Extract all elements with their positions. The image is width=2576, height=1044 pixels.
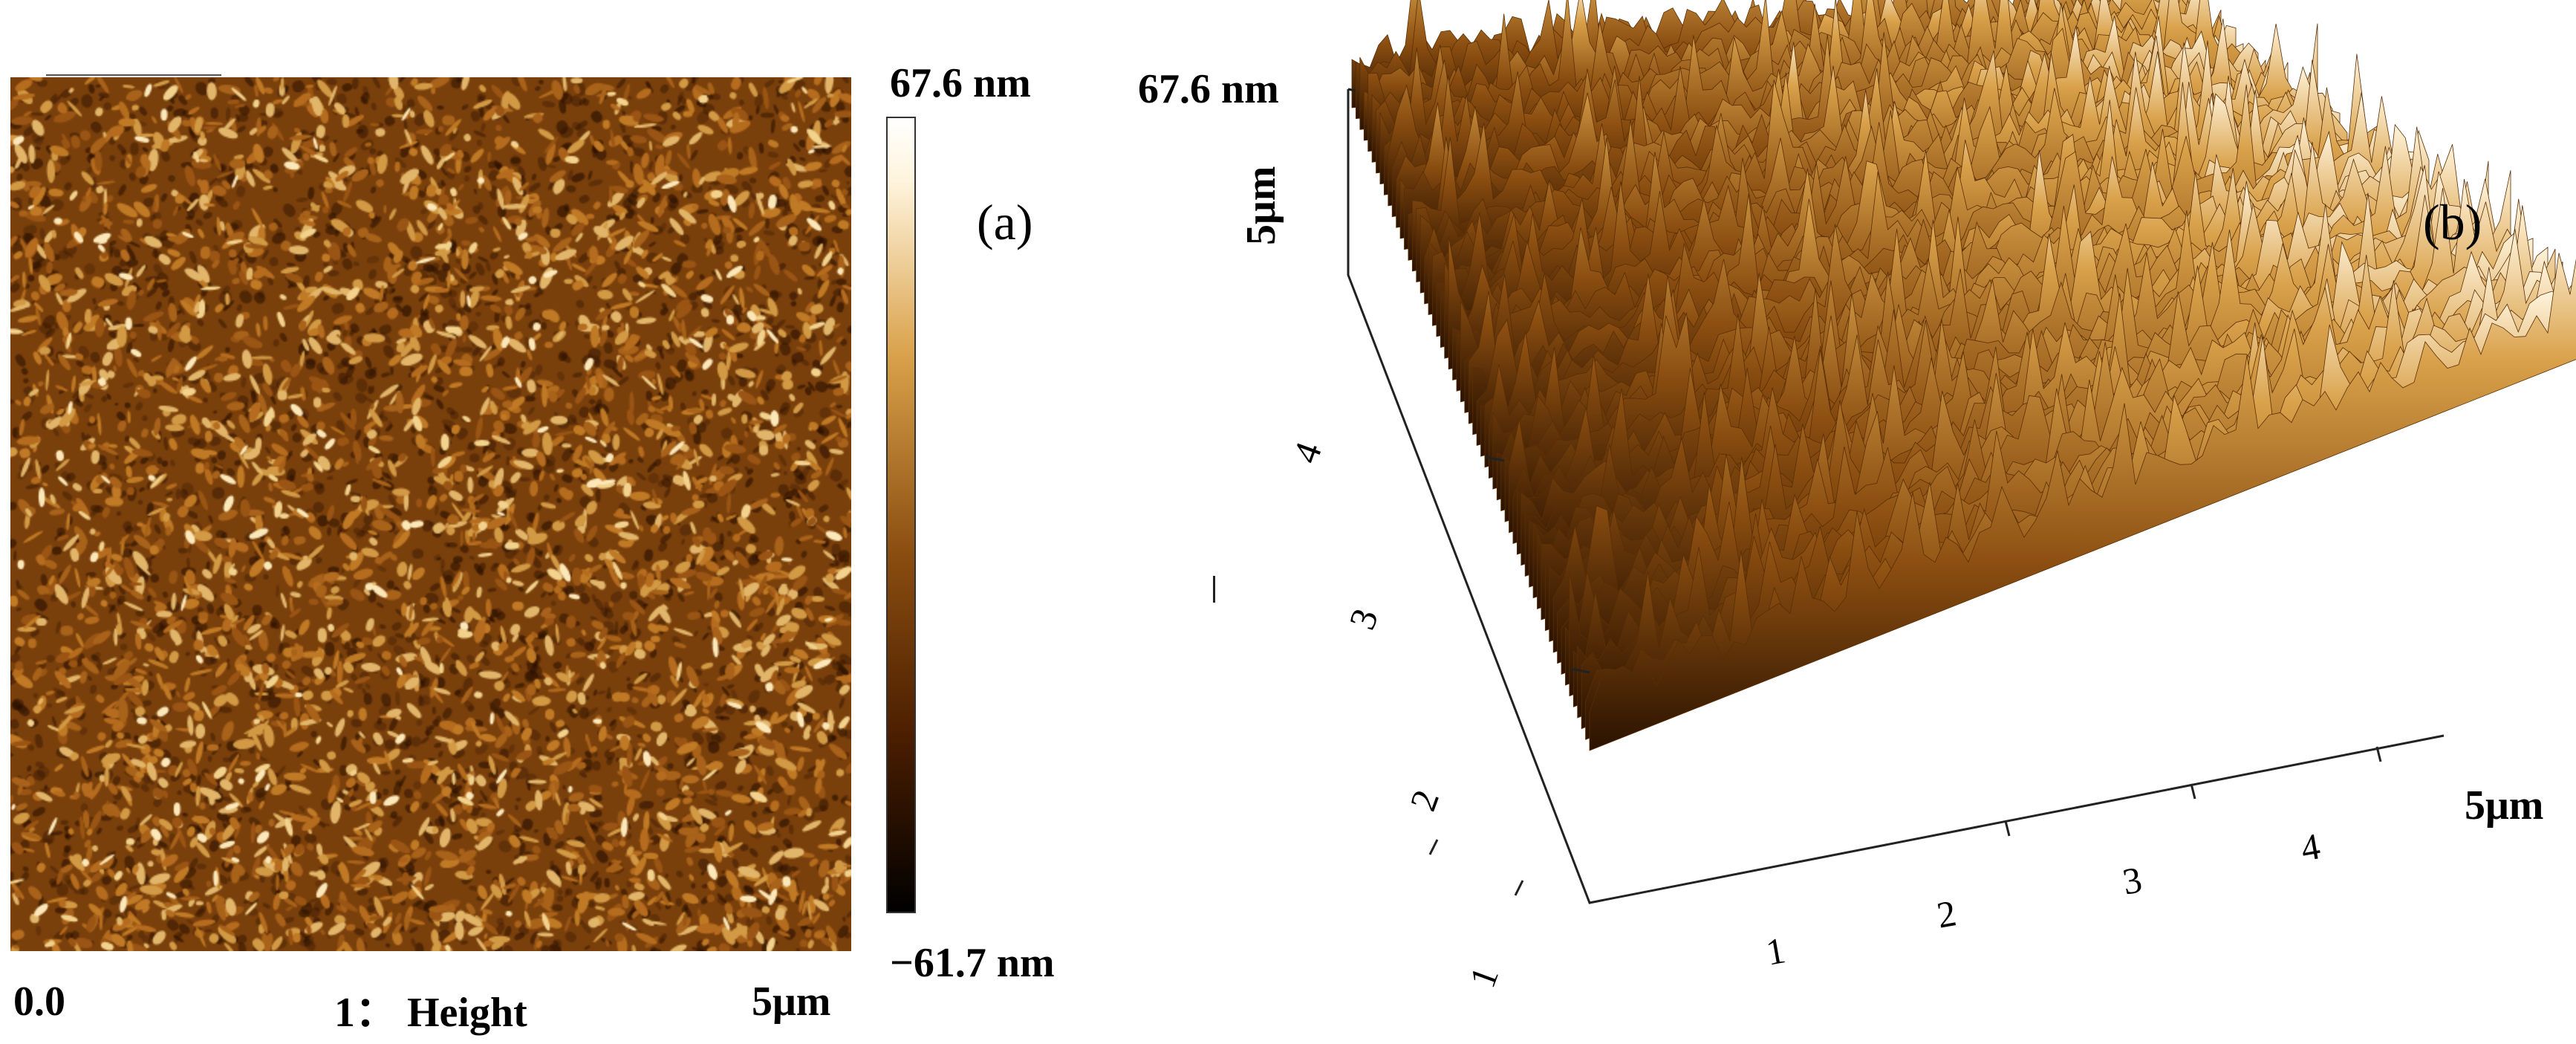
- axis-tick: [2375, 746, 2382, 762]
- axis-ticks: [1428, 455, 2382, 896]
- x-axis-end-label: 5μm: [752, 979, 831, 1025]
- axis-tick: [1570, 667, 1590, 674]
- x-axis-end-label-3d: 5μm: [2465, 782, 2544, 829]
- axis-tick: [2004, 820, 2011, 837]
- axis-tick: [1514, 880, 1524, 896]
- colorbar-min-label: −61.7 nm: [890, 940, 1055, 986]
- z-max-label: 67.6 nm: [1138, 66, 1279, 112]
- surface-3d-plot: [1347, 0, 2576, 904]
- surface-ridges: [1351, 0, 2576, 751]
- y-axis-marker: [1213, 576, 1215, 603]
- height-colorbar: [886, 117, 916, 913]
- scan-line-marker: [46, 74, 221, 76]
- x-axis-start-label: 0.0: [13, 979, 65, 1025]
- axis-tick: [1428, 839, 1439, 855]
- panel-b-label: (b): [2423, 194, 2482, 250]
- channel-title: 1： Height: [334, 990, 527, 1036]
- axis-tick: [1485, 455, 1505, 462]
- panel-a-label: (a): [977, 194, 1033, 250]
- height-map-image: [10, 77, 851, 951]
- surface-ridge: [1589, 253, 2576, 751]
- axis-frame: [1347, 88, 2445, 904]
- axis-tick: [2190, 783, 2196, 800]
- y-axis-end-label: 5μm: [1238, 166, 1284, 245]
- colorbar-max-label: 67.6 nm: [890, 60, 1031, 106]
